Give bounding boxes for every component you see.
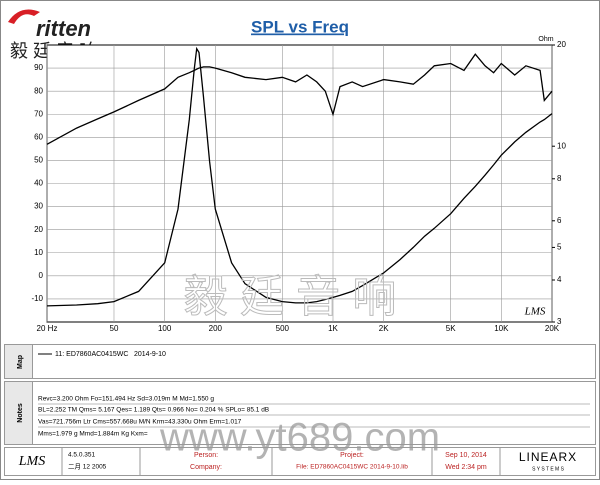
notes-label: Notes: [17, 403, 24, 423]
version: 4.5.0.351: [68, 452, 95, 459]
note-line: Vas=721.756m Ltr Cms=557.668u M/N Krm=43…: [38, 419, 242, 426]
y-tick-label: -10: [31, 294, 43, 303]
series-line: [46, 46, 553, 307]
y-tick-label: 70: [34, 109, 43, 118]
y-tick-label: 90: [34, 63, 43, 72]
x-tick-label: 200: [209, 324, 223, 333]
y2-tick-label: 3: [557, 317, 562, 326]
x-tick-label: 20 Hz: [37, 324, 58, 333]
y-tick-label: 40: [34, 179, 43, 188]
y2-tick-label: 20: [557, 40, 566, 49]
x-tick-label: 2K: [379, 324, 389, 333]
map-panel: [4, 344, 596, 379]
x-tick-label: 5K: [446, 324, 456, 333]
y-tick-label: 0: [39, 271, 44, 280]
footer-logo: LMS: [18, 454, 45, 469]
map-label-cell: [4, 344, 33, 379]
x-tick-label: 50: [110, 324, 119, 333]
time: Wed 2:34 pm: [445, 464, 487, 471]
y-tick-label: 80: [34, 86, 43, 95]
y-tick-label: 60: [34, 132, 43, 141]
note-line: Revc=3.200 Ohm Fo=151.494 Hz Sd=3.019m M…: [38, 396, 214, 403]
person: Person:: [194, 452, 218, 459]
y-tick-label: 50: [34, 156, 43, 165]
y-tick-label: 30: [34, 202, 43, 211]
brand: LINEARX: [519, 450, 577, 464]
note-line: Mms=1.979 g Mmd=1.884m Kg Kxm=: [38, 431, 148, 438]
map-label: Map: [17, 355, 24, 369]
logo-swoosh: [8, 9, 40, 24]
y2-tick-label: 4: [557, 275, 562, 284]
file: File: ED7860AC0415WC 2014-9-10.lib: [296, 464, 408, 471]
company: Company:: [190, 464, 222, 471]
y-tick-label: 20: [34, 225, 43, 234]
brand-sub: S Y S T E M S: [532, 466, 565, 472]
build: 二月 12 2005: [68, 463, 107, 471]
notes-panel: [4, 381, 596, 445]
y2-tick-label: 8: [557, 174, 562, 183]
watermark-cn: 毅 廷 音 响: [184, 273, 397, 322]
date: Sep 10, 2014: [445, 452, 487, 459]
x-tick-label: 500: [276, 324, 290, 333]
y-tick-label: 10: [34, 248, 43, 257]
note-line: BL=2.252 TM Qms= 5.167 Qes= 1.189 Qts= 0…: [38, 407, 269, 414]
logo: ritten: [36, 16, 91, 41]
plot-mark: LMS: [524, 306, 546, 318]
notes-lines: Revc=3.200 Ohm Fo=151.494 Hz Sd=3.019m M…: [38, 396, 590, 438]
project: Project:: [340, 452, 364, 459]
x-tick-label: 100: [158, 324, 172, 333]
legend-date: 2014-9-10: [134, 351, 166, 358]
y2-label: Ohm: [538, 36, 553, 43]
notes-label-cell: [4, 381, 33, 445]
footer: [4, 447, 596, 476]
x-tick-label: 10K: [494, 324, 509, 333]
legend-entry: 11: ED7860AC0415WC: [55, 351, 128, 358]
x-tick-label: 1K: [328, 324, 338, 333]
y2-tick-label: 10: [557, 141, 566, 150]
chart-title: SPL vs Freq: [251, 17, 349, 36]
watermark-site: www.yt689.com: [159, 416, 440, 460]
x-tick-label: 20K: [545, 324, 560, 333]
y2-tick-label: 5: [557, 243, 562, 252]
y2-tick-label: 6: [557, 216, 562, 225]
series-line: [46, 53, 553, 145]
